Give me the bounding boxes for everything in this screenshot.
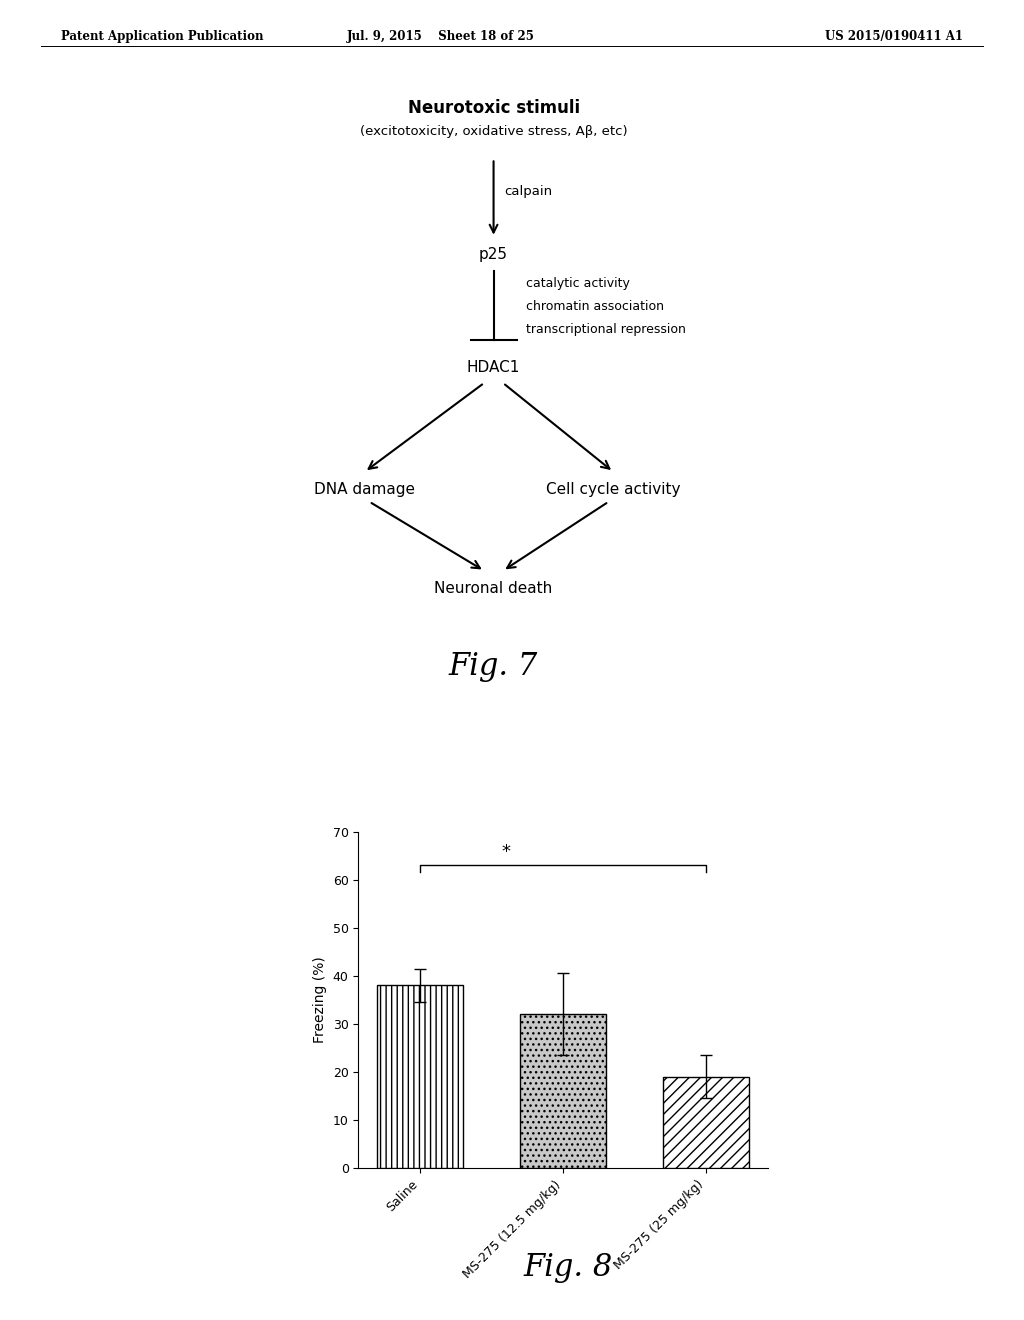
Text: calpain: calpain <box>505 185 553 198</box>
Bar <box>664 1077 750 1168</box>
Text: Patent Application Publication: Patent Application Publication <box>61 30 264 44</box>
Text: US 2015/0190411 A1: US 2015/0190411 A1 <box>824 30 963 44</box>
Text: Neurotoxic stimuli: Neurotoxic stimuli <box>408 99 580 117</box>
Bar <box>377 986 463 1168</box>
Text: (excitotoxicity, oxidative stress, Aβ, etc): (excitotoxicity, oxidative stress, Aβ, e… <box>359 125 628 139</box>
Text: catalytic activity: catalytic activity <box>526 277 630 290</box>
Text: Fig. 8: Fig. 8 <box>523 1251 613 1283</box>
Text: chromatin association: chromatin association <box>526 301 664 313</box>
Text: p25: p25 <box>479 248 508 263</box>
Text: DNA damage: DNA damage <box>314 482 415 496</box>
Text: transcriptional repression: transcriptional repression <box>526 323 686 337</box>
Text: HDAC1: HDAC1 <box>467 360 520 375</box>
Text: Jul. 9, 2015    Sheet 18 of 25: Jul. 9, 2015 Sheet 18 of 25 <box>346 30 535 44</box>
Text: Neuronal death: Neuronal death <box>434 581 553 595</box>
Text: *: * <box>502 843 510 862</box>
Y-axis label: Freezing (%): Freezing (%) <box>313 957 327 1043</box>
Bar <box>520 1014 606 1168</box>
Text: Cell cycle activity: Cell cycle activity <box>546 482 681 496</box>
Text: Fig. 7: Fig. 7 <box>449 651 539 682</box>
